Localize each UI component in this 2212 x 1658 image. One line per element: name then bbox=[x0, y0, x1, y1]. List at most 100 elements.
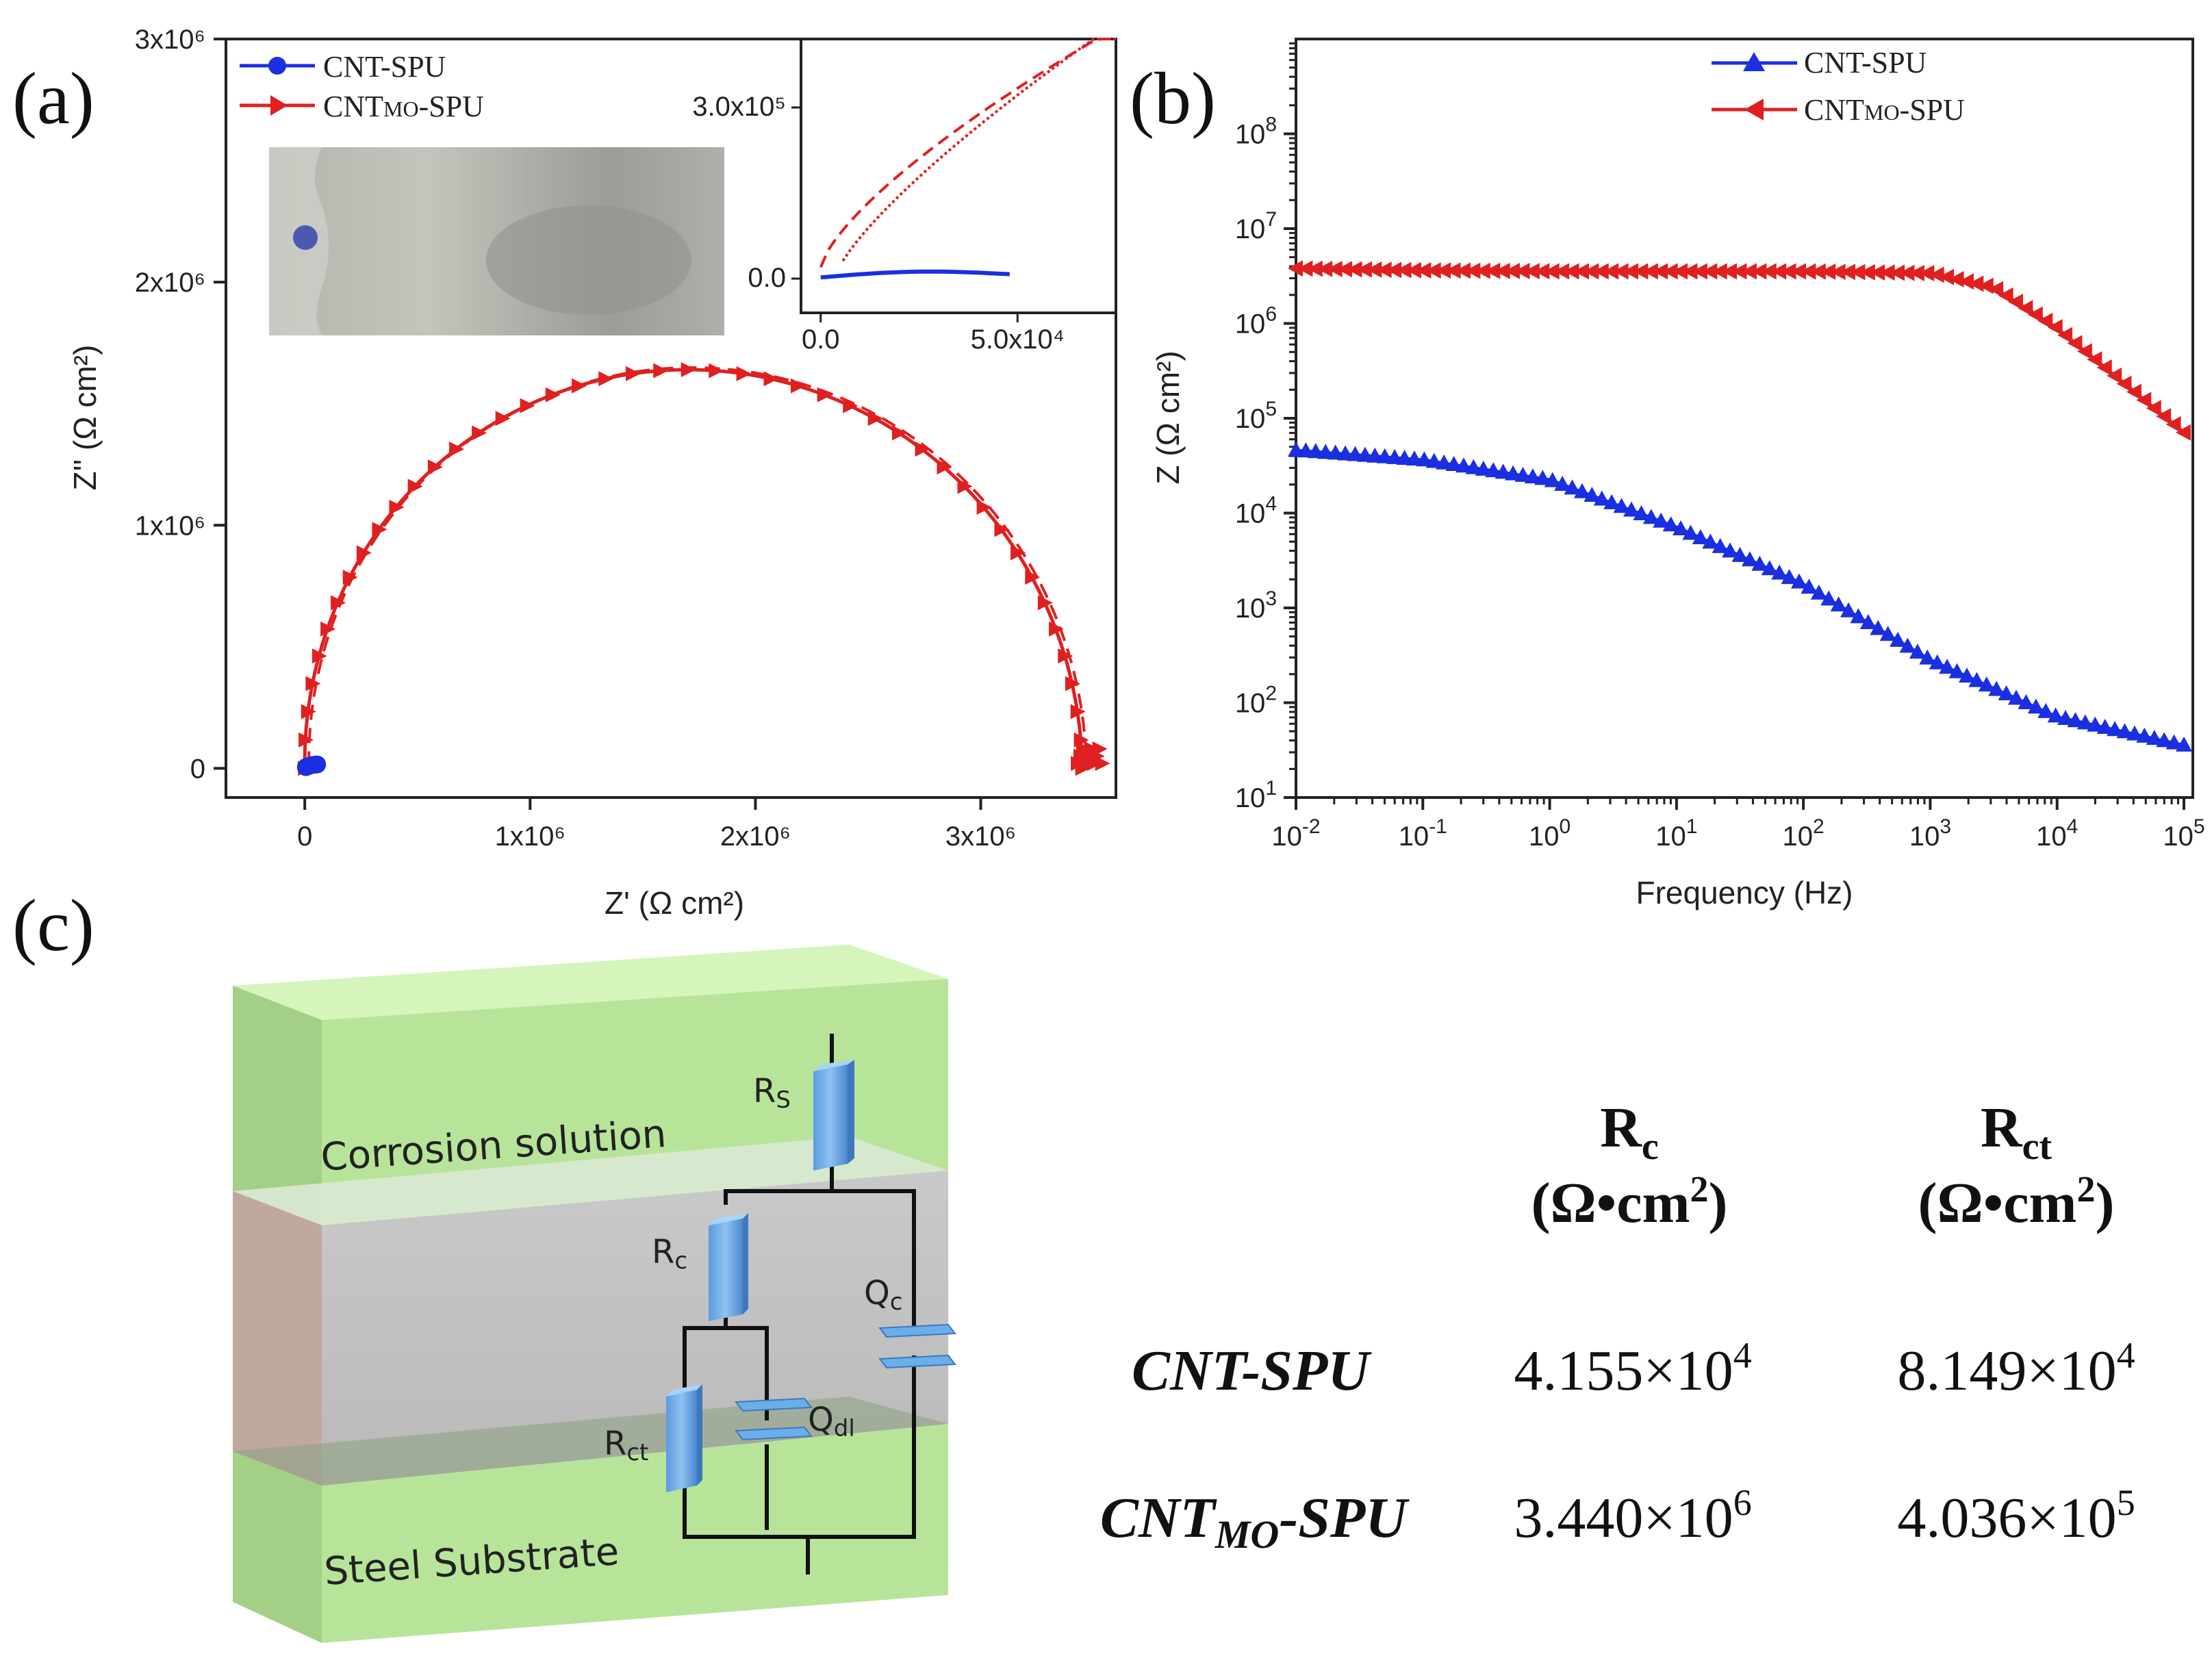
b-point-1-12 bbox=[1406, 262, 1421, 279]
b-point-1-34 bbox=[1623, 263, 1638, 280]
panel-a-inset-plot: 0.0 5.0x10⁴ 0.0 3.0x10⁵ bbox=[692, 38, 1116, 355]
b-point-0-13 bbox=[1416, 451, 1433, 467]
b-ytick-label-1: 102 bbox=[1235, 683, 1277, 719]
a-cntmo-point-27 bbox=[817, 387, 832, 403]
b-point-0-88 bbox=[2156, 732, 2173, 748]
panel-a-axes: 0 1x10⁶ 2x10⁶ 3x10⁶ 0 1x10⁶ 2x10⁶ 3x10⁶ bbox=[135, 25, 1016, 852]
a-cntmo-point-10 bbox=[389, 499, 405, 515]
b-point-0-74 bbox=[2018, 693, 2035, 709]
b-point-1-14 bbox=[1425, 262, 1441, 279]
a-cntmo-point-28 bbox=[843, 398, 859, 413]
b-point-0-14 bbox=[1425, 452, 1442, 468]
b-point-1-8 bbox=[1366, 261, 1382, 278]
a-cntmo-point-34 bbox=[976, 499, 992, 515]
b-point-0-87 bbox=[2146, 730, 2163, 745]
b-point-1-42 bbox=[1702, 263, 1718, 280]
a-cntmo-point-5 bbox=[320, 621, 336, 637]
b-point-1-60 bbox=[1879, 264, 1895, 281]
resistor-rc bbox=[709, 1213, 748, 1321]
b-point-1-36 bbox=[1642, 263, 1658, 280]
a-cntmo-point-33 bbox=[957, 479, 973, 494]
b-point-0-42 bbox=[1702, 533, 1719, 549]
b-point-1-3 bbox=[1317, 260, 1333, 277]
b-point-0-39 bbox=[1673, 520, 1690, 536]
panel-b-label: (b) bbox=[1130, 58, 1216, 140]
capacitor-qc bbox=[878, 1323, 956, 1369]
b-point-0-31 bbox=[1593, 490, 1610, 506]
panel-b-series bbox=[1288, 260, 2192, 752]
b-xtick-label-3: 101 bbox=[1655, 815, 1697, 852]
b-point-1-43 bbox=[1712, 263, 1727, 280]
a-cntmo-point-42 bbox=[1070, 704, 1086, 719]
b-point-0-16 bbox=[1445, 456, 1462, 472]
a-cntmo-point-40 bbox=[1058, 648, 1073, 664]
b-point-1-6 bbox=[1347, 261, 1362, 278]
b-point-1-51 bbox=[1790, 263, 1806, 280]
photo-marker-dot bbox=[293, 225, 318, 250]
b-point-0-70 bbox=[1978, 676, 1995, 692]
cell-cntmo-spu-rc: 3.440×106 bbox=[1514, 1482, 1751, 1550]
a-xtick-label-3: 3x10⁶ bbox=[945, 821, 1016, 852]
b-point-1-20 bbox=[1485, 262, 1501, 279]
b-point-0-41 bbox=[1692, 528, 1709, 544]
b-point-1-25 bbox=[1534, 263, 1550, 280]
panel-b-axes: 10-2 10-1 100 101 102 103 104 105 101 102 103 104 10… bbox=[1235, 42, 2205, 852]
a-cntmo-point-26 bbox=[790, 378, 806, 394]
b-point-1-73 bbox=[2008, 294, 2024, 311]
panel-b-frame bbox=[1295, 38, 2194, 799]
label-qc: Qc bbox=[864, 1274, 902, 1316]
a-cntmo-point-4 bbox=[312, 648, 327, 664]
b-point-0-33 bbox=[1613, 498, 1630, 513]
row-header-cnt-spu: CNT-SPU bbox=[1132, 1339, 1372, 1403]
b-point-1-72 bbox=[1998, 287, 2013, 304]
b-point-0-30 bbox=[1584, 487, 1601, 502]
a-xtick-label-1: 1x10⁶ bbox=[495, 821, 565, 852]
b-ytick-label-5: 106 bbox=[1235, 303, 1277, 340]
a-cntmo-point-29 bbox=[867, 411, 883, 426]
b-point-1-67 bbox=[1948, 270, 1964, 288]
a-ytick-label-1: 1x10⁶ bbox=[135, 511, 205, 541]
a-cntmo-point-14 bbox=[472, 425, 487, 441]
legend-b-cntmo-spu: CNTMO-SPU bbox=[1804, 93, 1965, 127]
a-cntmo-tail-point-5 bbox=[1084, 741, 1099, 756]
b-point-0-18 bbox=[1465, 459, 1482, 474]
b-point-1-21 bbox=[1495, 262, 1510, 279]
panel-a-legend: CNT-SPU CNTMO-SPU bbox=[240, 50, 484, 123]
resistor-rct bbox=[666, 1384, 702, 1492]
b-point-0-29 bbox=[1573, 483, 1590, 498]
b-point-1-11 bbox=[1396, 262, 1412, 279]
b-point-1-65 bbox=[1929, 266, 1944, 283]
a-cntmo-point-21 bbox=[653, 363, 669, 379]
b-point-1-83 bbox=[2107, 367, 2122, 384]
b-point-1-71 bbox=[1988, 281, 2004, 298]
b-point-1-74 bbox=[2018, 300, 2033, 317]
b-point-1-7 bbox=[1356, 261, 1372, 278]
panel-a-ylabel: Z'' (Ω cm²) bbox=[67, 345, 103, 491]
b-point-0-17 bbox=[1455, 457, 1472, 473]
a-ytick-label-0: 0 bbox=[190, 754, 205, 784]
panel-c-label: (c) bbox=[12, 885, 94, 967]
legend-a-cntmo-spu: CNTMO-SPU bbox=[323, 90, 484, 123]
col-header-rct-unit: (Ω•cm2) bbox=[1918, 1169, 2115, 1235]
inset-xtick-label-1: 5.0x10⁴ bbox=[971, 324, 1065, 355]
b-point-1-27 bbox=[1554, 263, 1570, 280]
b-point-0-44 bbox=[1722, 542, 1739, 558]
a-cntmo-point-16 bbox=[520, 398, 535, 413]
a-cntmo-point-25 bbox=[763, 371, 779, 387]
b-point-1-15 bbox=[1436, 262, 1451, 279]
a-cntmo-point-17 bbox=[545, 387, 561, 403]
b-point-0-26 bbox=[1544, 472, 1561, 487]
b-point-1-2 bbox=[1307, 260, 1323, 277]
b-point-0-55 bbox=[1830, 596, 1847, 612]
b-point-0-83 bbox=[2107, 721, 2124, 737]
col-header-rc-unit: (Ω•cm2) bbox=[1531, 1169, 1728, 1235]
a-cntmo-point-9 bbox=[372, 522, 387, 537]
a-cntmo-point-39 bbox=[1048, 621, 1064, 637]
sample-photo-inset bbox=[269, 147, 724, 335]
panel-b-legend: CNT-SPU CNTMO-SPU bbox=[1712, 46, 1965, 127]
coating-schematic: Corrosion solution Steel Substrate RS Rc bbox=[233, 945, 956, 1643]
b-point-1-55 bbox=[1830, 264, 1846, 281]
b-point-1-68 bbox=[1958, 273, 1974, 290]
b-ytick-label-6: 107 bbox=[1235, 208, 1277, 244]
